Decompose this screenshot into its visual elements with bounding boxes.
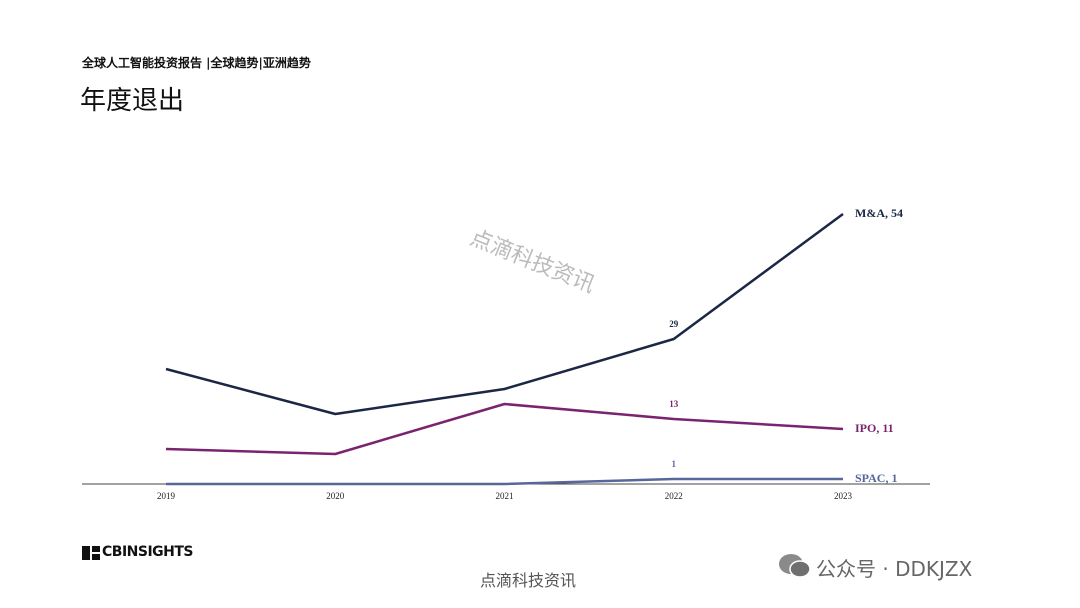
x-tick-label: 2019 [157, 491, 176, 501]
logo-icon [82, 546, 100, 560]
x-tick-label: 2020 [326, 491, 345, 501]
x-tick-label: 2022 [665, 491, 683, 501]
account: 公众号 · DDKJZX [816, 557, 973, 581]
series-line [165, 402, 844, 456]
series-line [166, 477, 843, 486]
data-label: 29 [669, 319, 679, 329]
footer-caption: 点滴科技资讯 [480, 571, 577, 590]
data-label: SPAC, 1 [855, 471, 897, 485]
page-title: 年度退出 [80, 86, 185, 116]
logo-text: CBINSIGHTS [102, 544, 194, 560]
series-line [165, 212, 844, 416]
data-label: M&A, 54 [855, 206, 903, 220]
x-tick-label: 2023 [834, 491, 853, 501]
data-label: 1 [672, 459, 677, 469]
x-tick-label: 2021 [496, 491, 514, 501]
data-label: 13 [669, 399, 679, 409]
data-label: IPO, 11 [855, 421, 894, 435]
wechat-icon [779, 554, 811, 578]
breadcrumb: 全球人工智能投资报告 |全球趋势|亚洲趋势 [82, 56, 311, 70]
